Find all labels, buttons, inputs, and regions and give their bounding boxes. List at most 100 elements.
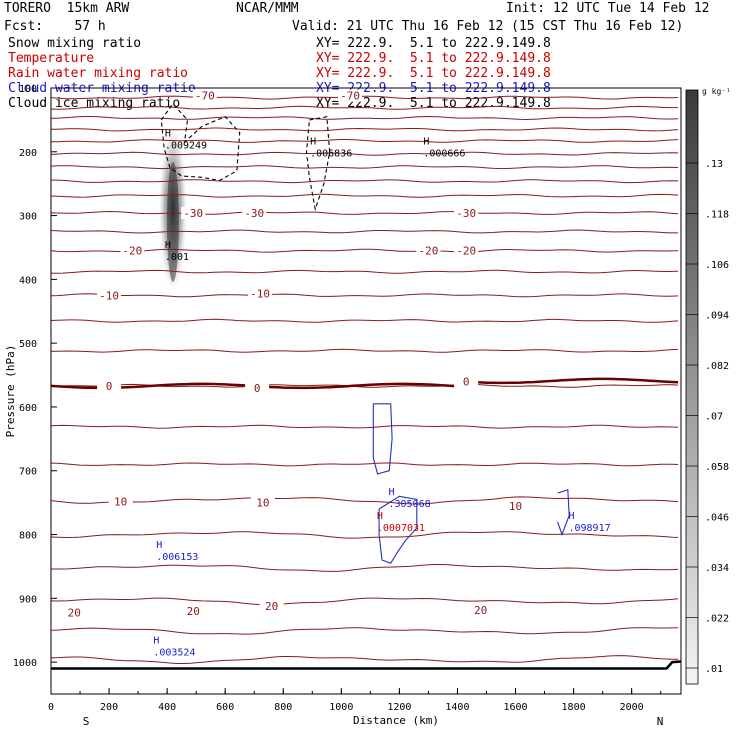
field-snow-xy: XY= 222.9. 5.1 to 222.9.149.8 [316,36,551,51]
maximum-value: .006836 [310,149,352,160]
isotherm-label: 10 [114,495,127,508]
maximum-value: .001 [165,252,189,263]
isotherm-label-bg [242,207,267,220]
y-tick-label: 700 [19,467,37,478]
isotherm-label-bg [250,496,275,509]
isotherm-label-bg [454,207,479,220]
isotherm-label-bg [259,599,284,612]
colorbar-tick-label: .13 [705,159,723,170]
x-tick-label: 800 [274,702,292,713]
isotherm-line [50,151,679,156]
maximum-marker: H [165,240,171,251]
isotherm-label: 0 [254,382,261,395]
isotherm-label: -30 [183,207,203,220]
maximum-marker: H [165,128,171,139]
colorbar-tick-label: .082 [705,361,729,372]
init-time: Init: 12 UTC Tue 14 Feb 12 [506,1,710,16]
x-tick-label: 200 [100,702,118,713]
isotherm-label-bg [62,606,87,619]
colorbar-tick-label: .022 [705,614,729,625]
y-tick-label: 500 [19,339,37,350]
y-tick-label: 1000 [13,658,37,669]
isotherm-line [50,210,679,215]
maximum-marker: H [153,636,159,647]
field-rain-name: Rain water mixing ratio [8,66,189,81]
maximum-marker: H [377,511,383,522]
x-tick-label: 1400 [445,702,469,713]
isotherm-label: -20 [456,245,476,258]
field-temperature-xy: XY= 222.9. 5.1 to 222.9.149.8 [316,51,551,66]
colorbar-tick-label: .094 [705,311,729,322]
isotherm-label: -20 [418,245,438,258]
isotherm-line [50,348,679,353]
field-rain-xy: XY= 222.9. 5.1 to 222.9.149.8 [316,66,551,81]
zero-isotherm-line [50,377,679,390]
isotherm-label-bg [468,603,493,616]
y-tick-label: 600 [19,403,37,414]
field-cloud-ice-xy: XY= 222.9. 5.1 to 222.9.149.8 [316,96,551,111]
y-tick-label: 800 [19,531,37,542]
south-label: S [83,715,90,728]
isotherm-line [50,229,679,234]
cloud-ice-contour [160,103,241,182]
maximum-value: .009249 [165,140,207,151]
y-tick-label: 400 [19,275,37,286]
x-tick-label: 2000 [620,702,644,713]
x-tick-label: 1600 [503,702,527,713]
isotherm-label: 0 [106,380,113,393]
maximum-marker: H [156,540,162,551]
isotherm-line [50,105,679,110]
y-tick-label: 300 [19,212,37,223]
isotherm-line [50,318,679,323]
valid-time: Valid: 21 UTC Thu 16 Feb 12 (15 CST Thu … [292,19,684,34]
isotherm-line [50,139,679,143]
colorbar-tick-label: .106 [705,260,729,271]
isotherm-label-bg [416,244,441,257]
center-label: NCAR/MMM [236,1,299,16]
isotherm-label: 10 [509,500,522,513]
isotherm-label-bg [181,207,206,220]
isotherm-line [50,627,679,635]
x-tick-label: 400 [158,702,176,713]
isotherm-label: -20 [122,245,142,258]
isotherm-line [50,597,679,606]
isotherm-label: -10 [99,289,119,302]
snow-shading-core [166,161,179,282]
colorbar-tick-label: .01 [705,664,723,675]
isotherm-label: 20 [187,605,200,618]
isotherm-label-bg [97,289,122,302]
isotherm-line [50,462,679,467]
colorbar-tick-label: .118 [705,210,729,221]
field-temperature-name: Temperature [8,51,95,66]
cloud-ice-contour [305,116,331,212]
north-label: N [657,715,664,728]
cloud-water-contour [557,489,570,537]
isotherm-label-bg [503,499,528,512]
isotherm-label-bg [97,379,122,392]
isotherm-label-bg [108,495,133,508]
colorbar-unit: g kg⁻¹ [702,87,731,96]
y-tick-label: 900 [19,594,37,605]
isotherm-label-bg [338,89,363,102]
model-title: TORERO 15km ARW [4,1,130,16]
plot-frame [50,87,682,695]
isotherm-label: 10 [256,497,269,510]
x-tick-label: 1000 [329,702,353,713]
colorbar-tick-label: .07 [705,412,723,423]
isotherm-label-bg [248,287,273,300]
isotherm-line [50,424,679,429]
isotherm-line [50,95,679,100]
isotherm-label-bg [120,244,145,257]
isotherm-label: 20 [68,606,81,619]
x-tick-label: 1800 [562,702,586,713]
maximum-marker: H [423,137,429,148]
maximum-value: .0007031 [377,523,425,534]
isotherm-label: 20 [474,604,487,617]
maximum-value: .000666 [423,149,465,160]
field-snow-name: Snow mixing ratio [8,36,142,51]
isotherm-label: -10 [250,287,270,300]
isotherm-line [50,531,679,539]
isotherm-line [51,179,679,184]
isotherm-line [51,127,679,132]
